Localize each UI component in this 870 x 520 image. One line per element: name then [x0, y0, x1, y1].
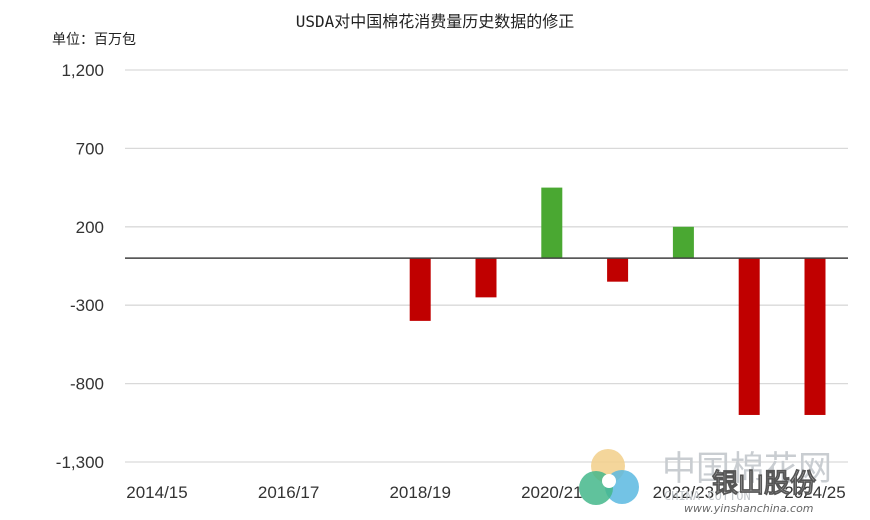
- unit-label: 单位：百万包: [52, 32, 136, 48]
- x-tick-label: 2016/17: [258, 483, 319, 502]
- y-tick-labels: 1,200 700 200 -300 -800 -1,300: [56, 61, 104, 472]
- x-tick-label: 2022/23: [653, 483, 714, 502]
- y-tick-label: -1,300: [56, 453, 104, 472]
- chart-title: USDA对中国棉花消费量历史数据的修正: [295, 12, 575, 31]
- x-tick-label: 2020/21: [521, 483, 582, 502]
- x-tick-label: 2018/19: [389, 483, 450, 502]
- watermark-site-name: 中国棉花网: [662, 449, 832, 489]
- y-tick-label: 200: [76, 218, 104, 237]
- bar-2024-25: [804, 258, 826, 415]
- bar-2018-19: [409, 258, 431, 321]
- bar-2019-20: [475, 258, 497, 298]
- bars: [409, 187, 826, 415]
- bar-2020-21: [541, 187, 563, 259]
- bar-2022-23: [672, 226, 694, 259]
- x-tick-label: 2024/25: [784, 483, 845, 502]
- watermark-logo-center-icon: [602, 474, 616, 488]
- y-tick-label: -800: [70, 375, 104, 394]
- bar-2023-24: [738, 258, 760, 415]
- x-tick-label: 2014/15: [126, 483, 187, 502]
- y-tick-label: 1,200: [61, 61, 104, 80]
- x-tick-labels: 2014/15 2016/17 2018/19 2020/21 2022/23 2024/…: [126, 483, 845, 502]
- watermark-company: 银山股份: [712, 469, 816, 499]
- bar-2021-22: [607, 258, 629, 282]
- watermark-site-name-en: CHINA COTTON: [664, 489, 751, 503]
- y-tick-label: -300: [70, 296, 104, 315]
- watermark: 中国棉花网 CHINA COTTON 银山股份 www.yinshanchina…: [579, 449, 832, 515]
- y-tick-label: 700: [76, 139, 104, 158]
- grid-lines: [125, 69, 848, 463]
- watermark-url: www.yinshanchina.com: [684, 502, 814, 515]
